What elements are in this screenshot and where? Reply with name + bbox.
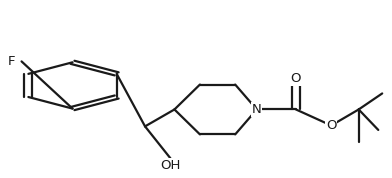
Text: O: O [326, 119, 336, 132]
Text: F: F [8, 55, 16, 68]
Text: O: O [291, 72, 301, 85]
Text: N: N [252, 103, 261, 116]
Text: OH: OH [160, 159, 181, 172]
